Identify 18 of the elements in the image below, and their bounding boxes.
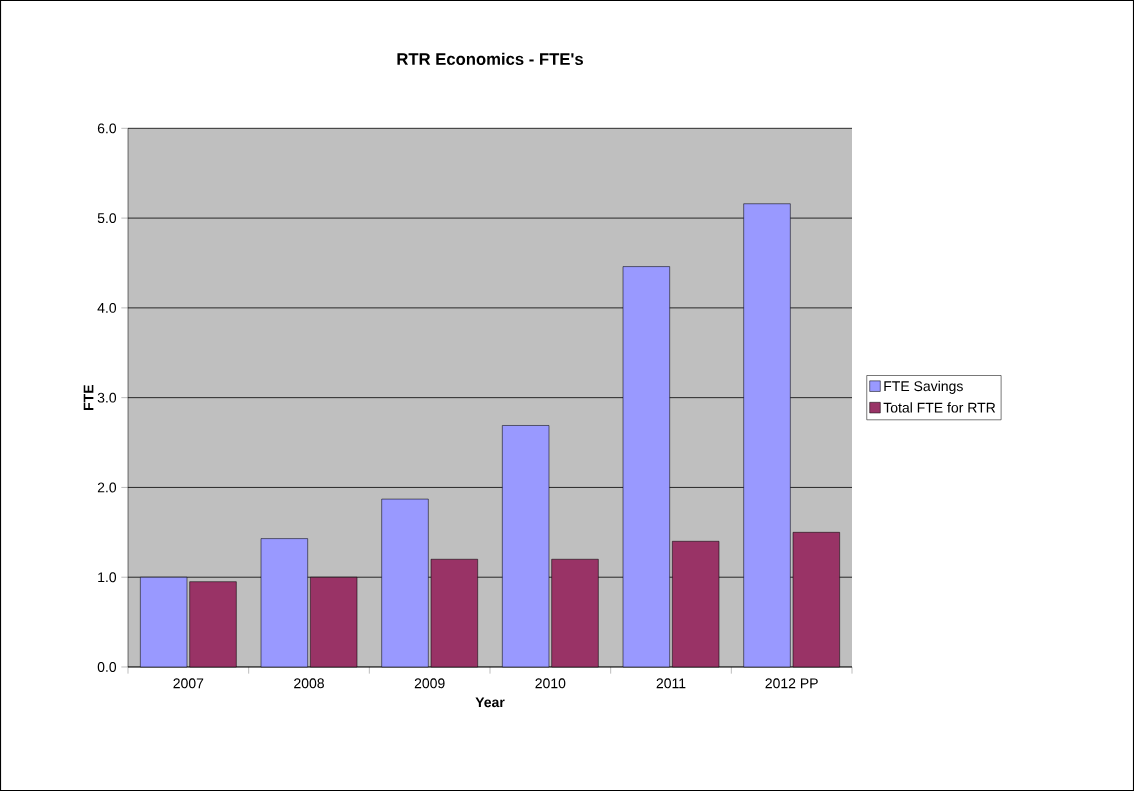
y-tick-label: 3.0 — [97, 392, 117, 403]
x-tick-label: 2011 — [656, 678, 686, 689]
legend-label: Total FTE for RTR — [883, 402, 996, 413]
x-axis-title: Year — [475, 697, 505, 708]
y-tick-label: 4.0 — [97, 302, 117, 313]
y-tick-label: 5.0 — [97, 213, 117, 224]
x-tick-label: 2010 — [535, 678, 566, 689]
x-tick-label: 2012 PP — [765, 678, 818, 689]
y-tick-label: 6.0 — [97, 123, 117, 134]
y-tick-label: 1.0 — [98, 572, 117, 583]
y-axis-title: FTE — [83, 384, 94, 410]
y-tick-label: 2.0 — [97, 482, 117, 493]
x-tick-label: 2008 — [294, 678, 324, 689]
x-tick-label: 2007 — [173, 678, 204, 689]
y-tick-label: 0.0 — [97, 662, 117, 672]
chart-title: RTR Economics - FTE's — [397, 52, 583, 65]
x-tick-label: 2009 — [414, 678, 445, 689]
legend-label: FTE Savings — [884, 380, 963, 394]
